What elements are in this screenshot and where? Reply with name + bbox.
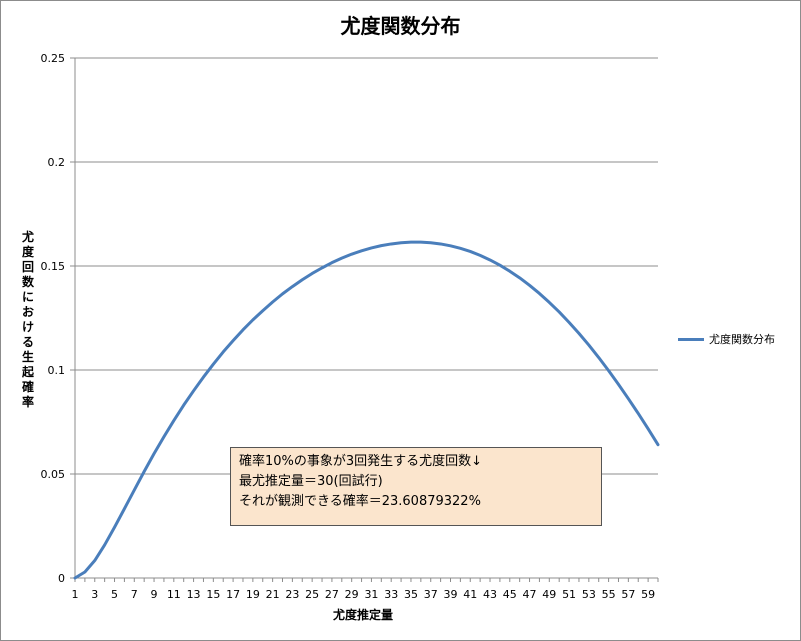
- x-tick-label: 35: [404, 588, 418, 601]
- x-tick-label: 57: [621, 588, 635, 601]
- x-tick-label: 33: [384, 588, 398, 601]
- x-tick-label: 11: [167, 588, 181, 601]
- annotation-line-1: 確率10%の事象が3回発生する尤度回数↓: [239, 454, 483, 469]
- legend-swatch: [678, 337, 704, 341]
- x-tick-label: 29: [345, 588, 359, 601]
- x-tick-label: 9: [151, 588, 158, 601]
- x-tick-label: 13: [187, 588, 201, 601]
- x-tick-label: 3: [91, 588, 98, 601]
- x-tick-label: 45: [503, 588, 517, 601]
- annotation-box: 確率10%の事象が3回発生する尤度回数↓ 最尤推定量＝30(回試行) それが観測…: [230, 447, 602, 526]
- x-tick-label: 25: [305, 588, 319, 601]
- x-tick-label: 5: [111, 588, 118, 601]
- annotation-line-3: それが観測できる確率＝23.60879322%: [239, 494, 481, 509]
- annotation-line-2: 最尤推定量＝30(回試行): [239, 474, 383, 489]
- x-tick-label: 27: [325, 588, 339, 601]
- x-tick-label: 7: [131, 588, 138, 601]
- x-tick-label: 21: [266, 588, 280, 601]
- y-tick-label: 0.1: [48, 364, 66, 377]
- x-tick-label: 23: [285, 588, 299, 601]
- y-tick-label: 0.15: [41, 260, 66, 273]
- x-tick-label: 43: [483, 588, 497, 601]
- x-tick-label: 59: [641, 588, 655, 601]
- x-tick-label: 53: [582, 588, 596, 601]
- x-tick-label: 19: [246, 588, 260, 601]
- x-tick-label: 39: [443, 588, 457, 601]
- y-tick-label: 0: [58, 572, 65, 585]
- x-tick-label: 15: [206, 588, 220, 601]
- legend-label: 尤度関数分布: [709, 333, 775, 346]
- legend: 尤度関数分布: [678, 331, 775, 347]
- x-tick-label: 41: [463, 588, 477, 601]
- y-axis-label: 尤度回数における生起確率: [21, 230, 34, 409]
- x-tick-label: 17: [226, 588, 240, 601]
- x-axis-label: 尤度推定量: [332, 608, 393, 622]
- x-tick-label: 31: [364, 588, 378, 601]
- x-tick-label: 1: [72, 588, 79, 601]
- x-tick-label: 51: [562, 588, 576, 601]
- x-tick-label: 47: [523, 588, 537, 601]
- y-tick-label: 0.05: [41, 468, 66, 481]
- chart-title: 尤度関数分布: [340, 14, 461, 38]
- x-tick-label: 49: [542, 588, 556, 601]
- x-tick-label: 55: [602, 588, 616, 601]
- series-line: [73, 240, 660, 580]
- y-tick-label: 0.2: [48, 156, 66, 169]
- y-tick-label: 0.25: [41, 52, 66, 65]
- x-tick-label: 37: [424, 588, 438, 601]
